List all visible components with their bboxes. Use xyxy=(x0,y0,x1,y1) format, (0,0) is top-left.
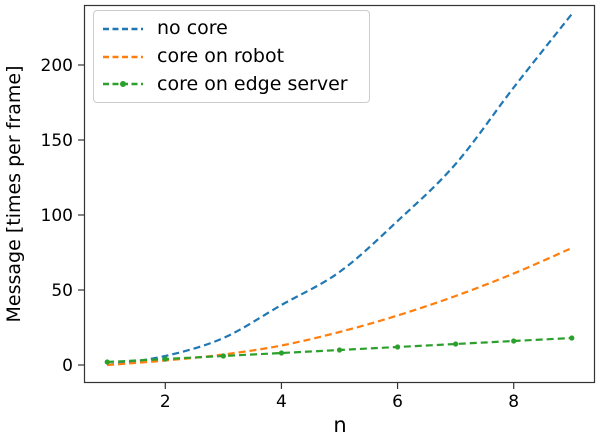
series-marker-core-on-edge-server xyxy=(394,344,401,350)
axes-spines xyxy=(83,4,596,384)
series-marker-core-on-edge-server xyxy=(336,347,343,353)
legend-item: core on edge server xyxy=(102,70,369,98)
series-marker-core-on-edge-server xyxy=(569,335,575,341)
y-tick-label: 0 xyxy=(62,356,73,376)
series-marker-core-on-edge-server xyxy=(104,359,110,365)
legend-line-sample-no-core xyxy=(103,27,143,31)
legend-line-sample-core-on-robot xyxy=(103,55,143,58)
y-axis-label: Message [times per frame] xyxy=(3,66,25,323)
legend-item: core on robot xyxy=(102,43,369,71)
y-tick-label: 150 xyxy=(41,131,73,151)
series-marker-core-on-edge-server xyxy=(511,338,517,344)
series-marker-core-on-edge-server xyxy=(220,353,226,359)
x-tick-label: 2 xyxy=(160,392,171,412)
legend: no core core on robot core on edge serve… xyxy=(93,10,370,103)
legend-marker-dot xyxy=(120,81,126,88)
legend-line-sample-core-on-edge-server xyxy=(103,81,143,88)
series-marker-core-on-edge-server xyxy=(453,341,459,347)
series-line-core-on-robot xyxy=(107,246,573,367)
x-tick-label: 8 xyxy=(508,392,519,412)
x-tick-label: 6 xyxy=(392,392,403,412)
y-tick-label: 200 xyxy=(41,56,73,76)
x-axis-label: n xyxy=(333,413,346,437)
legend-item-label: no core xyxy=(157,17,228,40)
plot-elements: 2 4 6 8 0 50 100 150 200 xyxy=(41,4,596,412)
legend-item-label: core on robot xyxy=(157,45,285,67)
legend-item: no core xyxy=(102,15,369,43)
legend-item-label: core on edge server xyxy=(157,72,348,95)
series-marker-core-on-edge-server xyxy=(162,356,168,362)
y-tick-label: 100 xyxy=(41,206,73,226)
y-tick-label: 50 xyxy=(51,281,73,301)
x-tick-label: 4 xyxy=(276,392,287,412)
series-marker-core-on-edge-server xyxy=(278,350,285,356)
series-line-no-core xyxy=(107,13,573,367)
